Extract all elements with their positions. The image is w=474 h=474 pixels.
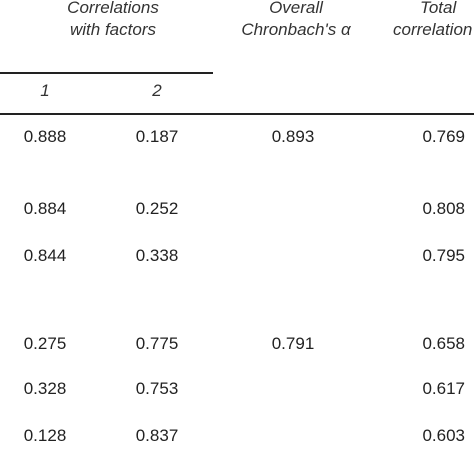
cell: 0.603 [422, 426, 465, 445]
factor-number: 2 [152, 81, 162, 100]
cell: 0.888 [23, 127, 67, 146]
cell: 0.775 [135, 334, 179, 353]
cell: 0.753 [135, 379, 179, 398]
cell: 0.617 [422, 379, 465, 398]
cell: 0.769 [422, 127, 465, 146]
header-text: Total [420, 0, 457, 17]
cell: 0.658 [422, 334, 465, 353]
cell: 0.837 [135, 426, 179, 445]
cell: 0.328 [23, 379, 67, 398]
factor-number: 1 [40, 81, 50, 100]
cell: 0.128 [23, 426, 67, 445]
rule [0, 72, 213, 74]
rule [0, 113, 474, 115]
header-text: Overall [269, 0, 323, 17]
header-text: Chronbach's α [241, 20, 351, 39]
header-text: Correlations [67, 0, 159, 17]
cell: 0.884 [23, 199, 67, 218]
cell: 0.338 [135, 246, 179, 265]
header-text: correlation [393, 20, 473, 39]
cell: 0.795 [422, 246, 465, 265]
cell: 0.791 [271, 334, 315, 353]
cell: 0.893 [271, 127, 315, 146]
cell: 0.252 [135, 199, 179, 218]
cell: 0.844 [23, 246, 67, 265]
cell: 0.187 [135, 127, 179, 146]
header-text: with factors [70, 20, 156, 39]
cell: 0.275 [23, 334, 67, 353]
cell: 0.808 [422, 199, 465, 218]
